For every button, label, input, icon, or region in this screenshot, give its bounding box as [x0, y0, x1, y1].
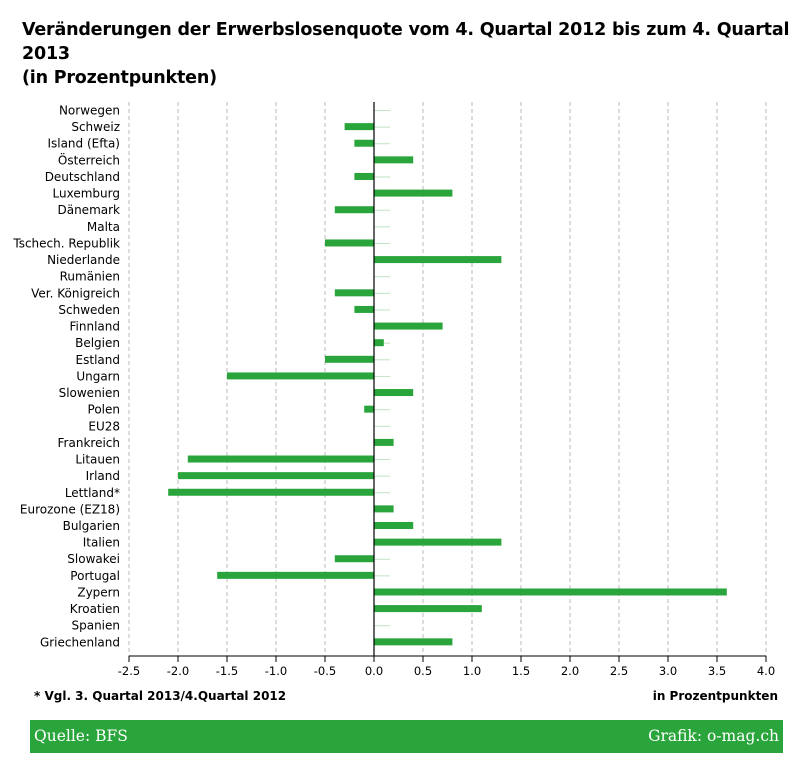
tick-label-4: -0.5 — [314, 664, 336, 678]
category-label-7: Malta — [87, 220, 120, 234]
category-label-12: Schweden — [58, 303, 120, 317]
title-line-2: (in Prozentpunkten) — [22, 68, 217, 88]
category-label-9: Niederlande — [47, 253, 120, 267]
category-label-19: EU28 — [88, 419, 120, 433]
tick-label-9: 2.0 — [561, 664, 579, 678]
bars — [168, 123, 727, 646]
category-label-14: Belgien — [75, 336, 120, 350]
category-label-27: Slowakei — [67, 552, 120, 566]
category-label-6: Dänemark — [57, 203, 120, 217]
bar-21 — [187, 455, 374, 463]
bar-30 — [374, 605, 482, 613]
chart-title: Veränderungen der Erwerbslosenquote vom … — [22, 18, 800, 90]
bar-8 — [325, 239, 374, 247]
tick-label-8: 1.5 — [512, 664, 530, 678]
bar-3 — [374, 156, 414, 164]
bar-26 — [374, 538, 502, 546]
category-label-26: Italien — [83, 536, 120, 550]
bar-24 — [374, 505, 394, 513]
tick-label-3: -1.0 — [265, 664, 287, 678]
bar-14 — [374, 339, 384, 347]
bar-20 — [374, 438, 394, 446]
category-label-31: Spanien — [71, 619, 120, 633]
bar-5 — [374, 189, 453, 197]
category-label-32: Griechenland — [40, 635, 120, 649]
category-label-4: Deutschland — [45, 170, 120, 184]
bar-chart: Norwegen Schweiz Island (Efta)Österreich De… — [12, 102, 775, 678]
tick-label-7: 1.0 — [463, 664, 481, 678]
category-label-17: Slowenien — [59, 386, 120, 400]
unit-note: in Prozentpunkten — [652, 689, 778, 703]
category-label-10: Rumänien — [60, 270, 120, 284]
bar-15 — [325, 355, 374, 363]
bar-29 — [374, 588, 727, 596]
source-text: Quelle: BFS — [34, 727, 128, 745]
tick-label-12: 3.5 — [708, 664, 726, 678]
category-label-2: Island (Efta) — [47, 137, 120, 151]
category-label-21: Litauen — [75, 453, 120, 467]
bar-1 — [344, 123, 374, 131]
category-labels: Norwegen Schweiz Island (Efta)Österreich De… — [12, 104, 120, 650]
category-label-28: Portugal — [70, 569, 120, 583]
bar-23 — [168, 488, 374, 496]
category-label-8: Tschech. Republik — [12, 236, 120, 250]
tick-label-13: 4.0 — [757, 664, 775, 678]
credit-text: Grafik: o-mag.ch — [648, 727, 779, 745]
category-label-1: Schweiz — [71, 120, 120, 134]
category-label-0: Norwegen — [59, 104, 120, 118]
bar-2 — [354, 139, 374, 147]
category-label-23: Lettland* — [65, 486, 120, 500]
category-label-5: Luxemburg — [53, 187, 120, 201]
axes — [128, 102, 767, 662]
bar-16 — [227, 372, 374, 380]
category-label-20: Frankreich — [58, 436, 120, 450]
tick-label-6: 0.5 — [414, 664, 432, 678]
category-label-11: Ver. Königreich — [31, 286, 120, 300]
grid-lines — [128, 102, 767, 656]
category-label-22: Irland — [86, 469, 120, 483]
title-line-1: Veränderungen der Erwerbslosenquote vom … — [22, 20, 790, 64]
tick-label-2: -1.5 — [216, 664, 238, 678]
bar-32 — [374, 638, 453, 646]
category-label-25: Bulgarien — [63, 519, 120, 533]
footnote: * Vgl. 3. Quartal 2013/4.Quartal 2012 — [34, 689, 287, 703]
category-label-3: Österreich — [58, 151, 120, 167]
bar-27 — [334, 555, 374, 563]
bar-17 — [374, 389, 414, 397]
footer-bar: Quelle: BFS Grafik: o-mag.ch — [30, 720, 783, 753]
category-label-18: Polen — [88, 403, 120, 417]
tick-label-10: 2.5 — [610, 664, 628, 678]
bar-13 — [374, 322, 443, 330]
category-label-16: Ungarn — [76, 369, 120, 383]
bar-18 — [364, 405, 374, 413]
bar-11 — [334, 289, 374, 297]
bar-6 — [334, 206, 374, 214]
tick-label-11: 3.0 — [659, 664, 677, 678]
bar-28 — [217, 571, 374, 579]
category-label-30: Kroatien — [70, 602, 120, 616]
tick-label-0: -2.5 — [118, 664, 140, 678]
category-label-24: Eurozone (EZ18) — [20, 502, 120, 516]
category-label-13: Finnland — [70, 320, 120, 334]
category-label-15: Estland — [76, 353, 120, 367]
tick-label-1: -2.0 — [167, 664, 189, 678]
bar-9 — [374, 256, 502, 264]
category-label-29: Zypern — [77, 585, 120, 599]
bar-25 — [374, 522, 414, 529]
tick-labels: -2.5 -2.0 -1.5 -1.0 -0.5 0.0 0.5 1.0 1.5 2.0 2.5 3.… — [118, 664, 775, 678]
bar-12 — [354, 305, 374, 313]
tick-label-5: 0.0 — [365, 664, 383, 678]
bar-22 — [178, 472, 374, 480]
bar-4 — [354, 172, 374, 180]
